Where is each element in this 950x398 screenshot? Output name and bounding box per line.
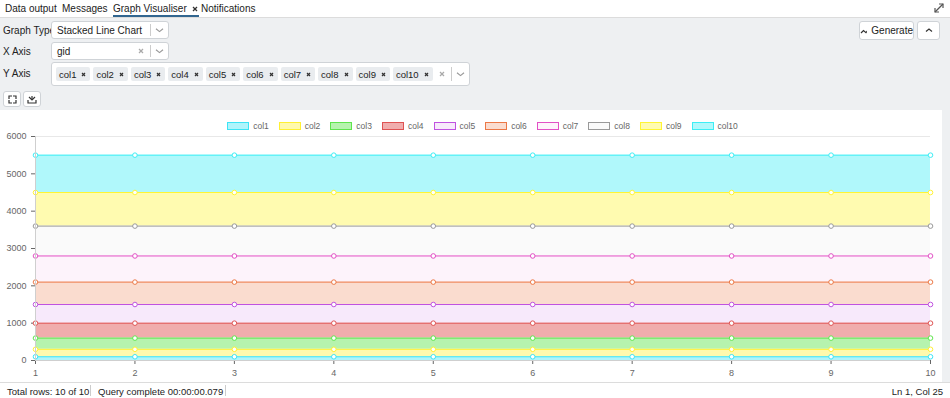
html-text:col10: col10	[717, 121, 738, 131]
html-text:col9: col9	[358, 68, 376, 80]
html-text:col5: col5	[459, 121, 476, 131]
html-text:Graph Visualiser: Graph Visualiser	[113, 3, 187, 14]
svg-text:9: 9	[829, 368, 834, 378]
svg-text:6000: 6000	[6, 131, 26, 141]
html-text:col10: col10	[395, 68, 419, 80]
html-text:col5: col5	[208, 68, 227, 80]
html-text:col7: col7	[562, 121, 579, 131]
svg-text:1: 1	[33, 368, 38, 378]
svg-text:6: 6	[530, 368, 535, 378]
svg-text:3: 3	[232, 368, 237, 378]
html-text:Y Axis: Y Axis	[3, 68, 31, 79]
svg-text:10: 10	[925, 368, 935, 378]
html-text:col1: col1	[253, 121, 269, 131]
html-text:col9: col9	[665, 121, 682, 131]
html-text:col8: col8	[321, 68, 339, 80]
svg-text:7: 7	[630, 368, 635, 378]
svg-text:4: 4	[331, 368, 336, 378]
html-text:col3: col3	[133, 68, 152, 80]
html-text:col6: col6	[511, 121, 527, 131]
html-text:Messages: Messages	[62, 3, 108, 14]
html-text:Data output: Data output	[5, 3, 57, 14]
svg-text:2000: 2000	[6, 281, 26, 291]
html-text:col6: col6	[246, 68, 264, 80]
html-text:X Axis: X Axis	[3, 46, 31, 57]
svg-text:1000: 1000	[6, 318, 26, 328]
html-text:col3: col3	[356, 121, 372, 131]
svg-text:5000: 5000	[6, 169, 26, 179]
svg-text:2: 2	[132, 368, 137, 378]
html-text:col2: col2	[96, 68, 114, 80]
svg-text:3000: 3000	[6, 243, 26, 253]
html-text:gid: gid	[57, 45, 71, 57]
html-text:col2: col2	[304, 121, 321, 131]
html-text:col7: col7	[283, 68, 302, 80]
html-text:col4: col4	[407, 121, 424, 131]
html-text:col4: col4	[171, 68, 189, 80]
html-text:Query complete 00:00:00.079: Query complete 00:00:00.079	[98, 386, 224, 397]
svg-text:8: 8	[729, 368, 734, 378]
html-text:Total rows: 10 of 10: Total rows: 10 of 10	[7, 386, 90, 397]
html-text:Generate: Generate	[871, 25, 913, 36]
html-text:Graph Type Stacked Line Chart: Graph Type Stacked Line Chart	[3, 24, 143, 36]
svg-text:0: 0	[21, 355, 26, 365]
html-text:col1: col1	[59, 68, 77, 80]
svg-text:4000: 4000	[6, 206, 26, 216]
html-text:Notifications: Notifications	[201, 3, 256, 14]
html-text:col8: col8	[614, 121, 630, 131]
html-text:Ln 1, Col 25: Ln 1, Col 25	[891, 386, 943, 397]
svg-text:5: 5	[431, 368, 436, 378]
